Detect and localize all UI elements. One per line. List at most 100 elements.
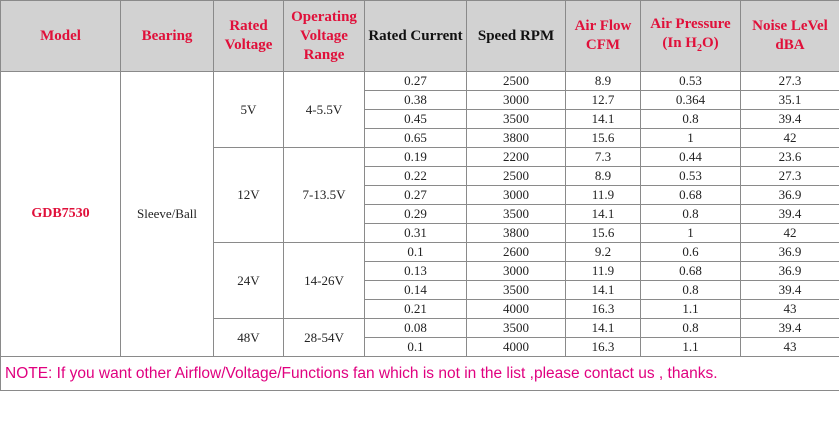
data-row: 0.1 4000 16.3 1.1 43 — [1, 337, 839, 357]
header-cell: Air Pressure (In H2O) — [640, 0, 741, 72]
value-cell: 0.8 — [640, 280, 741, 300]
value-cell: 2200 — [466, 147, 566, 167]
value-cell: 0.21 — [364, 299, 467, 319]
range-cell: 7-13.5V — [283, 147, 365, 243]
value-cell: 39.4 — [740, 280, 839, 300]
value-cell: 4000 — [466, 299, 566, 319]
header-cell: Rated Voltage — [213, 0, 284, 72]
range-cell: 14-26V — [283, 242, 365, 319]
value-cell: 3800 — [466, 223, 566, 243]
value-cell: 0.44 — [640, 147, 741, 167]
voltage-cell: 24V — [213, 242, 284, 319]
value-cell: 27.3 — [740, 166, 839, 186]
value-cell: 0.29 — [364, 204, 467, 224]
value-cell: 4000 — [466, 337, 566, 357]
value-cell: 36.9 — [740, 185, 839, 205]
header-row: Model Bearing Rated Voltage Operating Volt… — [0, 0, 839, 72]
value-cell: 39.4 — [740, 204, 839, 224]
table-body: GDB7530 Sleeve/Ball 5V 4-5.5V 0.27 2500 8.9 0.5… — [0, 71, 839, 391]
value-cell: 15.6 — [565, 223, 641, 243]
data-row: 0.65 3800 15.6 1 42 — [1, 128, 839, 148]
value-cell: 42 — [740, 223, 839, 243]
data-row: 0.21 4000 16.3 1.1 43 — [1, 299, 839, 319]
value-cell: 23.6 — [740, 147, 839, 167]
header-text: (In H2O) — [642, 34, 740, 58]
header-text: Voltage — [224, 37, 273, 53]
value-cell: 8.9 — [565, 166, 641, 186]
header-text: Rated — [229, 18, 268, 34]
value-cell: 0.53 — [640, 71, 741, 91]
range-cell: 4-5.5V — [283, 71, 365, 148]
value-cell: 35.1 — [740, 90, 839, 110]
value-cell: 0.53 — [640, 166, 741, 186]
value-cell: 0.364 — [640, 90, 741, 110]
header-cell: Rated Current — [364, 0, 467, 72]
data-row: 0.38 3000 12.7 0.364 35.1 — [1, 90, 839, 110]
data-row: 12V 7-13.5V 0.19 2200 7.3 0.44 23.6 — [1, 147, 839, 243]
value-cell: 36.9 — [740, 261, 839, 281]
header-cell: Operating Voltage Range — [283, 0, 365, 72]
value-cell: 0.14 — [364, 280, 467, 300]
value-cell: 3500 — [466, 318, 566, 338]
voltage-cell: 48V — [213, 318, 284, 357]
value-cell: 0.68 — [640, 185, 741, 205]
value-cell: 42 — [740, 128, 839, 148]
data-row: 0.29 3500 14.1 0.8 39.4 — [1, 204, 839, 224]
value-cell: 14.1 — [565, 280, 641, 300]
header-cell: Speed RPM — [466, 0, 566, 72]
value-cell: 0.65 — [364, 128, 467, 148]
value-cell: 14.1 — [565, 204, 641, 224]
value-cell: 2500 — [466, 71, 566, 91]
header-text: Air Pressure — [650, 15, 731, 32]
header-cell: Bearing — [120, 0, 214, 72]
voltage-cell: 12V — [213, 147, 284, 243]
value-cell: 0.8 — [640, 204, 741, 224]
note-row: NOTE: If you want other Airflow/Voltage/… — [0, 356, 839, 391]
header-text: Operating — [291, 8, 357, 25]
value-cell: 15.6 — [565, 128, 641, 148]
value-cell: 43 — [740, 299, 839, 319]
header-text: (In H — [662, 34, 697, 51]
header-text: Air Flow — [574, 18, 632, 34]
header-text: Range — [303, 46, 345, 63]
value-cell: 11.9 — [565, 261, 641, 281]
bearing-cell: Sleeve/Ball — [120, 71, 214, 357]
value-cell: 9.2 — [565, 242, 641, 262]
model-cell: GDB7530 — [0, 71, 121, 357]
data-row: GDB7530 Sleeve/Ball 5V 4-5.5V 0.27 2500 8.9 0.5… — [0, 71, 839, 357]
value-cell: 43 — [740, 337, 839, 357]
header-cell: Model — [0, 0, 121, 72]
header-text: CFM — [585, 37, 621, 53]
value-cell: 0.27 — [364, 185, 467, 205]
value-cell: 0.13 — [364, 261, 467, 281]
value-cell: 0.22 — [364, 166, 467, 186]
header-text: Noise LeVel — [752, 18, 828, 34]
value-cell: 0.68 — [640, 261, 741, 281]
value-cell: 0.31 — [364, 223, 467, 243]
value-cell: 3800 — [466, 128, 566, 148]
value-cell: 16.3 — [565, 299, 641, 319]
value-cell: 0.1 — [364, 242, 467, 262]
value-cell: 8.9 — [565, 71, 641, 91]
voltage-cell: 5V — [213, 71, 284, 148]
value-cell: 12.7 — [565, 90, 641, 110]
range-cell: 28-54V — [283, 318, 365, 357]
header-cell: Noise LeVel dBA — [740, 0, 839, 72]
value-cell: 16.3 — [565, 337, 641, 357]
value-cell: 27.3 — [740, 71, 839, 91]
value-cell: 0.08 — [364, 318, 467, 338]
value-cell: 3500 — [466, 109, 566, 129]
value-cell: 3000 — [466, 90, 566, 110]
value-cell: 0.1 — [364, 337, 467, 357]
value-cell: 3500 — [466, 280, 566, 300]
header-text: Voltage — [300, 27, 348, 44]
value-cell: 7.3 — [565, 147, 641, 167]
value-cell: 36.9 — [740, 242, 839, 262]
data-row: 48V 28-54V 0.08 3500 14.1 0.8 39.4 — [1, 318, 839, 357]
header-text: dBA — [775, 37, 805, 53]
value-cell: 1.1 — [640, 299, 741, 319]
value-cell: 0.27 — [364, 71, 467, 91]
value-cell: 0.8 — [640, 318, 741, 338]
value-cell: 3000 — [466, 185, 566, 205]
